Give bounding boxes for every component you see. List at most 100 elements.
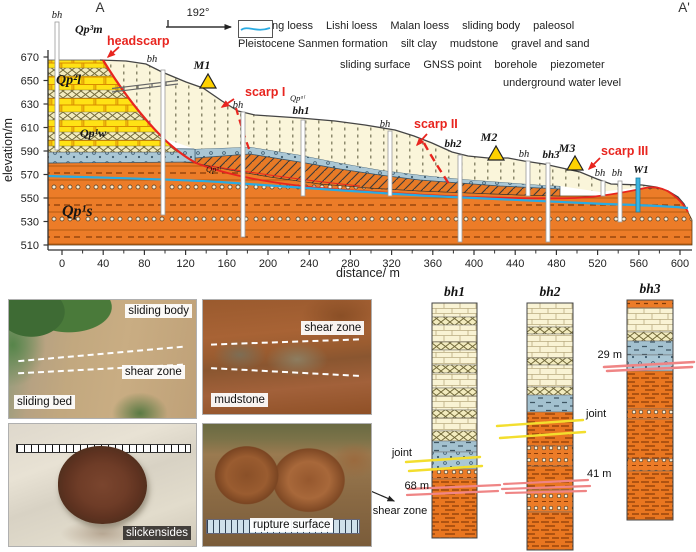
legend-item-silt-clay: silt clay bbox=[238, 20, 437, 50]
legend-item-piezometer: w1 piezometer bbox=[238, 20, 605, 71]
log-layer-loess bbox=[431, 302, 478, 318]
section-end-a: A bbox=[95, 0, 104, 15]
photo-rupture-surface: rupture surface bbox=[202, 423, 372, 547]
log-mark-label: joint bbox=[585, 408, 606, 420]
log-layer-loess bbox=[431, 417, 478, 432]
x-axis-ticks: 0 40 80 120 160 200 240 280 320 360 400 440 480 520 56… bbox=[59, 250, 689, 270]
core-sample bbox=[57, 445, 148, 525]
log-title-bh1: bh1 bbox=[444, 284, 465, 299]
water-level-swatch-icon bbox=[238, 20, 273, 38]
log-layer-loess bbox=[526, 333, 574, 359]
w1-label: W1 bbox=[633, 164, 648, 176]
section-end-a-prime: A' bbox=[678, 0, 690, 15]
log-layer-mudstone bbox=[526, 411, 574, 447]
borehole-log-columns: bh1 joint 68 m shear zone bh2 joint 41 m bh3 29 … bbox=[344, 281, 696, 551]
legend-item-sliding-surface: sliding surface bbox=[238, 20, 411, 71]
log-mark-line bbox=[406, 483, 502, 491]
sliding-body-symbol bbox=[111, 79, 179, 93]
log-mark-line bbox=[407, 464, 484, 473]
legend-row-4: underground water level bbox=[238, 20, 696, 89]
shear-zone-dashed-line bbox=[211, 338, 360, 346]
x-tick-label: 520 bbox=[588, 258, 606, 270]
legend-label: piezometer bbox=[550, 59, 605, 71]
loess-body bbox=[100, 60, 656, 192]
scarp2-dashed-line bbox=[422, 142, 451, 185]
log-layer-siltclay bbox=[626, 299, 674, 309]
bh-label-3: bh bbox=[380, 119, 391, 130]
log-column-border bbox=[431, 302, 478, 539]
bh-label-5: bh bbox=[595, 168, 606, 179]
photo3-label-slickensides: slickensides bbox=[123, 525, 191, 540]
log-mark-label: 29 m bbox=[598, 349, 622, 361]
gnss-m3-triangle bbox=[565, 154, 585, 171]
shear-zone-dashed-line bbox=[18, 345, 183, 363]
photo1-label-shear-zone: shear zone bbox=[121, 364, 185, 380]
scarp1-arrow bbox=[220, 98, 235, 108]
x-tick-label: 80 bbox=[138, 258, 150, 270]
bh-label-1: bh bbox=[147, 54, 158, 65]
legend-item-paleosol: paleosol bbox=[238, 20, 575, 37]
bh-label-4: bh bbox=[519, 149, 530, 160]
log-title-bh3: bh3 bbox=[639, 281, 660, 296]
legend-label: sliding body bbox=[462, 20, 521, 32]
x-tick-label: 280 bbox=[341, 258, 359, 270]
bh2-label: bh2 bbox=[444, 138, 462, 150]
log-layer-paleosol bbox=[526, 386, 574, 396]
legend-row-3: sliding surface m1 GNSS point bh borehol… bbox=[238, 20, 696, 71]
legend-label: Malan loess bbox=[390, 20, 450, 32]
legend-label: borehole bbox=[494, 59, 538, 71]
bh3-label: bh3 bbox=[542, 149, 560, 161]
x-tick-label: 320 bbox=[382, 258, 400, 270]
log-layer-mudstone bbox=[526, 511, 574, 551]
legend-item-sliding-body: sliding body bbox=[238, 20, 521, 37]
log-layer-mudstone bbox=[431, 478, 478, 539]
log-layer-paleosol bbox=[431, 364, 478, 374]
scarp3-label: scarp III bbox=[601, 144, 648, 158]
scarp1-label: scarp I bbox=[245, 85, 285, 99]
legend-item-gravel-and-sand: Qpᵃˡ gravel and sand bbox=[238, 20, 590, 50]
log-layer-mudstone bbox=[626, 418, 674, 460]
y-tick-label: 590 bbox=[21, 146, 39, 158]
gnss-m2-triangle bbox=[486, 144, 506, 161]
geology-section bbox=[47, 20, 693, 246]
headscarp-arrow bbox=[106, 46, 120, 59]
log-layer-mudstone bbox=[626, 470, 674, 521]
log-layer-silt bbox=[526, 394, 574, 413]
log-mark-line bbox=[504, 489, 588, 495]
gnss-markers bbox=[198, 72, 585, 171]
scarp2-label: scarp II bbox=[414, 117, 458, 131]
photo-shear-zone-mudstone: shear zone mudstone bbox=[202, 299, 372, 415]
y-tick-label: 530 bbox=[21, 217, 39, 229]
shear-zone-dashed-line bbox=[211, 366, 360, 377]
log-mark-line bbox=[498, 430, 587, 440]
unit-wucheng-label: Qp¹w bbox=[80, 126, 107, 140]
gnss-m1-triangle bbox=[198, 72, 218, 89]
x-tick-label: 40 bbox=[97, 258, 109, 270]
log-layer-loess bbox=[526, 302, 574, 328]
x-tick-label: 480 bbox=[547, 258, 565, 270]
scarp3-arrow bbox=[587, 157, 601, 171]
photo1-label-sliding-bed: sliding bed bbox=[14, 394, 75, 409]
unit-alluvium-mid-label: Qpᵃˡ bbox=[206, 164, 222, 174]
y-axis-ticks: 670 650 630 610 590 570 550 530 510 bbox=[21, 52, 48, 252]
legend-label: sliding surface bbox=[340, 59, 411, 71]
x-tick-label: 440 bbox=[506, 258, 524, 270]
log-layer-sanmen bbox=[626, 458, 674, 472]
legend-label: mudstone bbox=[449, 38, 499, 50]
legend-label: gravel and sand bbox=[511, 38, 590, 50]
log-mark-line bbox=[602, 360, 696, 369]
gnss-m1-label: M1 bbox=[193, 58, 211, 72]
legend-label: paleosol bbox=[533, 20, 575, 32]
x-tick-label: 200 bbox=[259, 258, 277, 270]
y-tick-label: 570 bbox=[21, 170, 39, 182]
unit-malan-label: Qp³m bbox=[75, 22, 103, 36]
secondary-sliding-surface bbox=[209, 165, 361, 187]
legend-row-1: Qp¹w Wucheng loess Qp²l Lishi loess Qp³m… bbox=[238, 20, 696, 37]
log-layer-silt bbox=[626, 340, 674, 356]
legend-item-borehole: bh borehole bbox=[238, 20, 538, 71]
x-axis-label: distance/ m bbox=[336, 266, 400, 280]
log-mark-line bbox=[404, 455, 482, 464]
log-mark-line bbox=[405, 489, 500, 497]
